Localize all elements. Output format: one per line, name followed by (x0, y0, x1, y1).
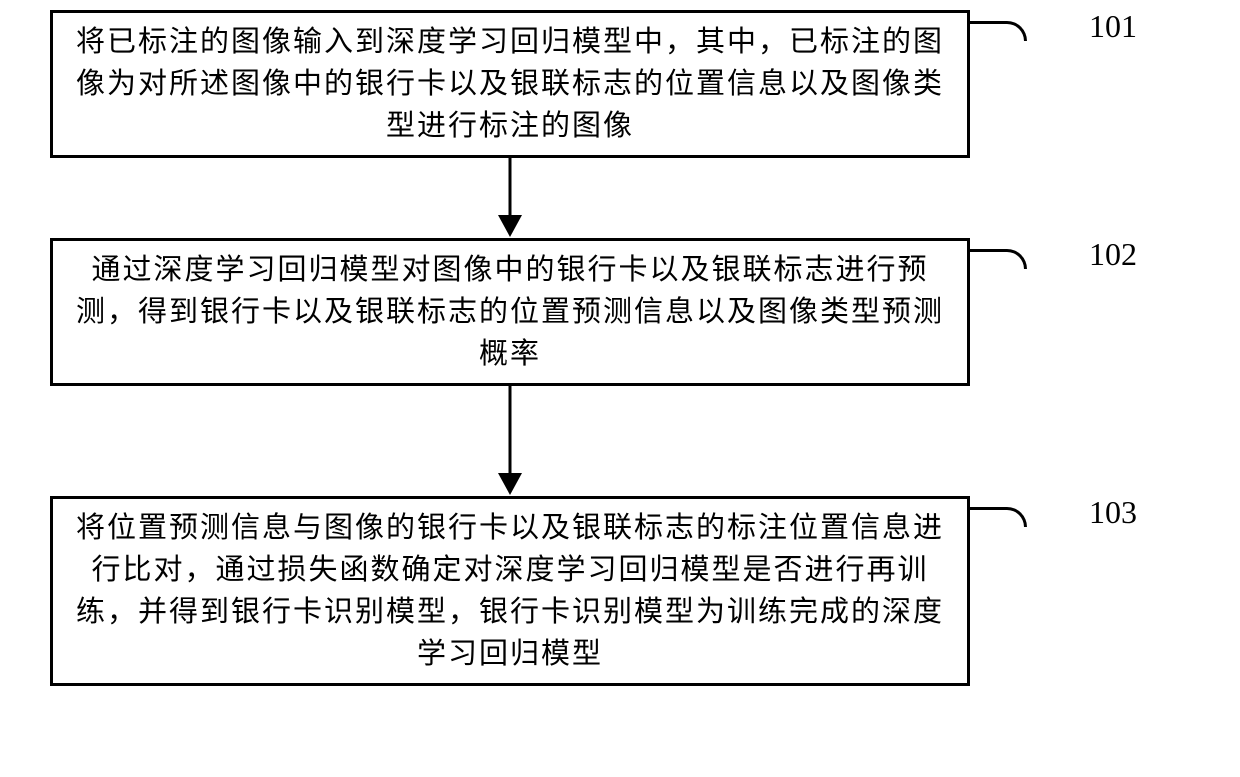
arrow-head-icon (498, 473, 522, 495)
step-box-103: 103 将位置预测信息与图像的银行卡以及银联标志的标注位置信息进行比对，通过损失… (50, 496, 970, 686)
step-box-101: 101 将已标注的图像输入到深度学习回归模型中，其中，已标注的图像为对所述图像中… (50, 10, 970, 158)
arrow (50, 386, 970, 496)
step-label: 101 (1089, 8, 1137, 45)
arrow (50, 158, 970, 238)
step-label: 103 (1089, 494, 1137, 531)
step-text: 将位置预测信息与图像的银行卡以及银联标志的标注位置信息进行比对，通过损失函数确定… (73, 507, 947, 675)
arrow-line (509, 158, 512, 220)
step-text: 将已标注的图像输入到深度学习回归模型中，其中，已标注的图像为对所述图像中的银行卡… (73, 21, 947, 147)
arrow-line (509, 386, 512, 478)
step-box-102: 102 通过深度学习回归模型对图像中的银行卡以及银联标志进行预测，得到银行卡以及… (50, 238, 970, 386)
flowchart-container: 101 将已标注的图像输入到深度学习回归模型中，其中，已标注的图像为对所述图像中… (50, 10, 1190, 686)
label-connector (967, 21, 1027, 41)
label-connector (967, 507, 1027, 527)
step-text: 通过深度学习回归模型对图像中的银行卡以及银联标志进行预测，得到银行卡以及银联标志… (73, 249, 947, 375)
step-label: 102 (1089, 236, 1137, 273)
label-connector (967, 249, 1027, 269)
arrow-head-icon (498, 215, 522, 237)
